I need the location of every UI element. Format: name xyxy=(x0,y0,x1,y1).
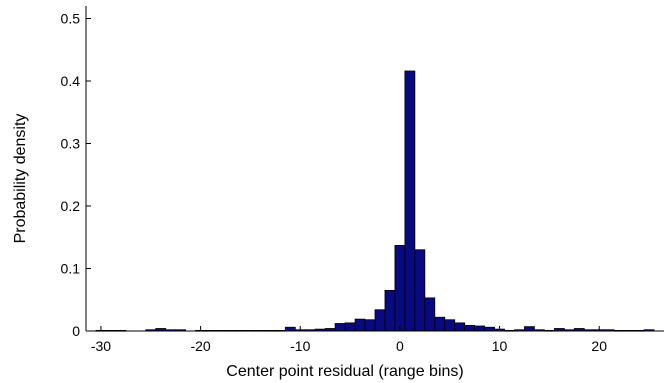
y-tick-label: 0.5 xyxy=(61,11,81,27)
histogram-bar xyxy=(524,326,535,332)
histogram-bar xyxy=(444,319,456,332)
x-tick-label: 0 xyxy=(396,338,404,354)
histogram-bar xyxy=(474,325,486,332)
x-axis-label: Center point residual (range bins) xyxy=(226,363,463,380)
y-axis-ticks: 0 0.1 0.2 0.3 0.4 0.5 xyxy=(61,11,91,339)
y-tick-label: 0.4 xyxy=(61,73,81,89)
histogram-bar xyxy=(284,326,296,332)
histogram-bar xyxy=(394,244,406,332)
y-tick-label: 0.1 xyxy=(61,261,81,277)
x-tick-label: -30 xyxy=(91,338,111,354)
histogram-bar xyxy=(334,323,346,332)
y-axis-label: Probability density xyxy=(12,114,29,244)
x-tick-label: -20 xyxy=(190,338,210,354)
histogram-bar xyxy=(414,249,426,332)
bars-group xyxy=(95,70,655,332)
y-tick-label: 0 xyxy=(72,323,80,339)
histogram-bar xyxy=(424,297,436,332)
histogram-bar xyxy=(484,326,495,332)
x-tick-label: 10 xyxy=(492,338,508,354)
y-tick-label: 0.3 xyxy=(61,136,81,152)
histogram-bar xyxy=(354,318,366,332)
y-tick-label: 0.2 xyxy=(61,198,81,214)
histogram-bar xyxy=(364,319,376,332)
x-tick-label: 20 xyxy=(591,338,607,354)
histogram-bar xyxy=(404,70,416,332)
histogram-bar xyxy=(344,322,356,332)
histogram-bar xyxy=(464,324,476,332)
x-tick-label: -10 xyxy=(290,338,310,354)
histogram-bar xyxy=(454,322,466,332)
histogram-bar xyxy=(374,309,386,332)
histogram-bar xyxy=(384,289,396,332)
x-axis-ticks: -30 -20 -10 0 10 20 xyxy=(91,326,607,354)
histogram-bar xyxy=(434,316,446,332)
